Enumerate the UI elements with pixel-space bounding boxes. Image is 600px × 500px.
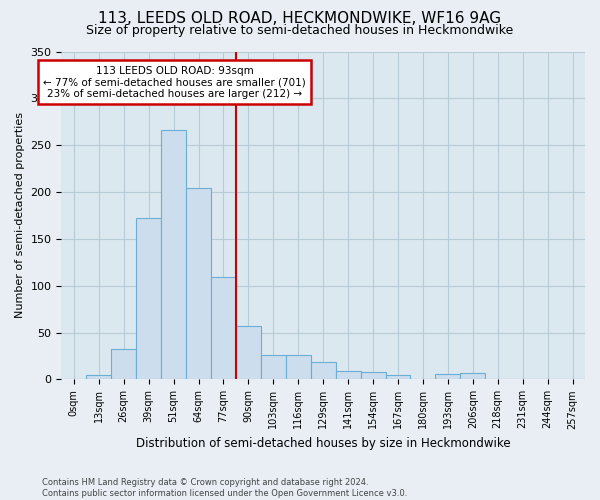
X-axis label: Distribution of semi-detached houses by size in Heckmondwike: Distribution of semi-detached houses by … bbox=[136, 437, 511, 450]
Bar bbox=[335, 371, 361, 380]
Bar bbox=[436, 374, 460, 380]
Bar bbox=[211, 278, 236, 380]
Text: Size of property relative to semi-detached houses in Heckmondwike: Size of property relative to semi-detach… bbox=[86, 24, 514, 37]
Bar bbox=[386, 375, 410, 380]
Bar bbox=[460, 373, 485, 380]
Text: 113, LEEDS OLD ROAD, HECKMONDWIKE, WF16 9AG: 113, LEEDS OLD ROAD, HECKMONDWIKE, WF16 … bbox=[98, 11, 502, 26]
Bar bbox=[186, 188, 211, 380]
Bar bbox=[261, 355, 286, 380]
Bar bbox=[136, 218, 161, 380]
Y-axis label: Number of semi-detached properties: Number of semi-detached properties bbox=[15, 112, 25, 318]
Bar bbox=[61, 378, 86, 380]
Bar bbox=[535, 378, 560, 380]
Bar bbox=[86, 375, 111, 380]
Bar bbox=[236, 326, 261, 380]
Bar bbox=[111, 348, 136, 380]
Bar bbox=[286, 355, 311, 380]
Text: Contains HM Land Registry data © Crown copyright and database right 2024.
Contai: Contains HM Land Registry data © Crown c… bbox=[42, 478, 407, 498]
Bar bbox=[311, 362, 335, 380]
Bar bbox=[361, 372, 386, 380]
Bar bbox=[161, 130, 186, 380]
Text: 113 LEEDS OLD ROAD: 93sqm
← 77% of semi-detached houses are smaller (701)
23% of: 113 LEEDS OLD ROAD: 93sqm ← 77% of semi-… bbox=[43, 66, 306, 99]
